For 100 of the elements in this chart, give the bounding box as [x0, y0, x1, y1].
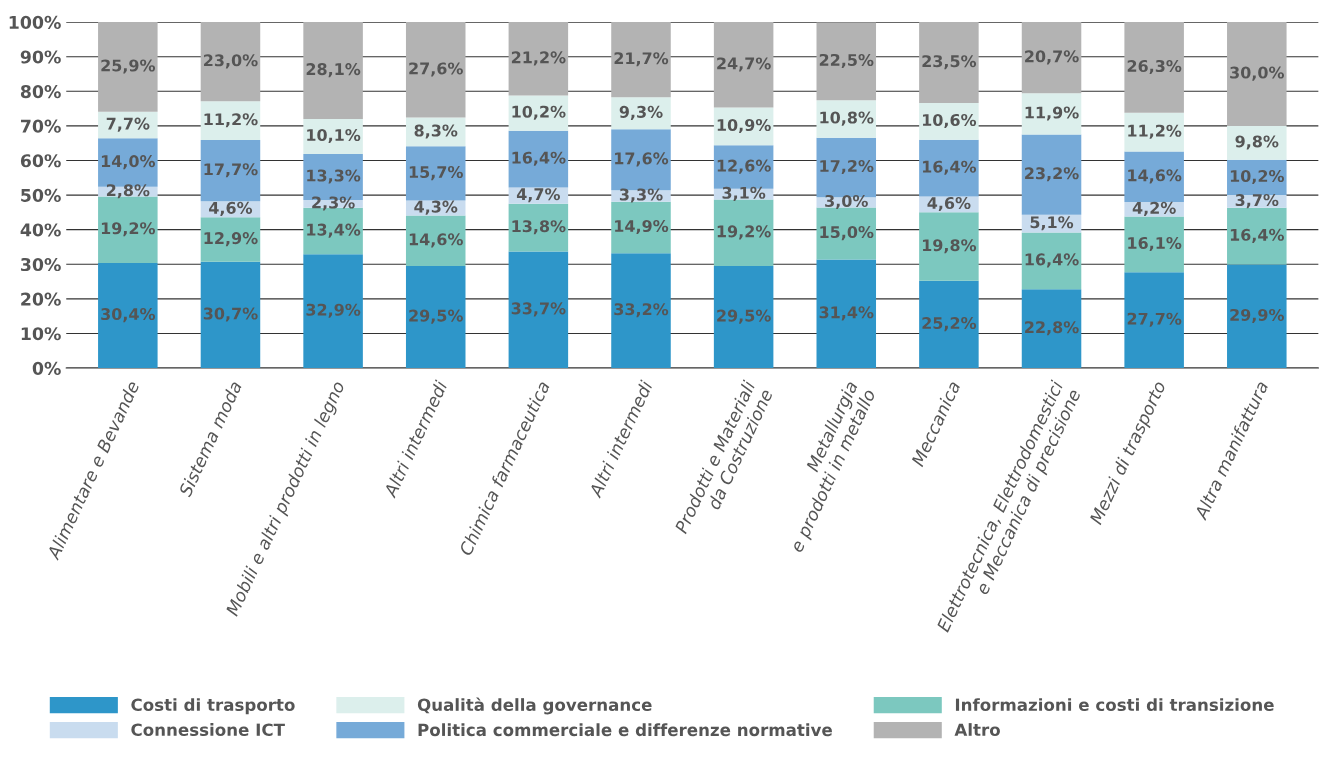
data-label: 19,2% — [717, 225, 771, 240]
bar — [405, 215, 466, 266]
data-label: 19,8% — [922, 239, 977, 254]
bar — [919, 212, 979, 281]
y-tick-label: 0% — [32, 361, 61, 375]
data-label: 27,6% — [409, 62, 463, 77]
data-label: 4,6% — [927, 196, 971, 212]
bar — [1021, 289, 1082, 369]
data-label: 14,0% — [101, 155, 156, 170]
data-label: 33,7% — [511, 302, 566, 317]
data-label: 14,6% — [409, 233, 463, 248]
bar — [303, 22, 363, 119]
data-label: 9,3% — [619, 105, 663, 120]
data-label: 23,5% — [922, 55, 977, 70]
data-label: 11,9% — [1025, 106, 1079, 121]
bar — [1124, 22, 1184, 113]
y-tick-label: 80% — [20, 85, 61, 99]
data-label: 27,7% — [1127, 312, 1182, 327]
bar — [1021, 232, 1082, 290]
legend-label: Qualità della governance — [417, 697, 652, 715]
bar — [405, 22, 466, 118]
data-label: 10,2% — [1230, 169, 1284, 185]
data-label: 29,5% — [717, 309, 771, 324]
data-label: 30,4% — [101, 308, 156, 323]
y-tick-label: 50% — [21, 188, 61, 202]
data-label: 28,1% — [306, 63, 361, 78]
legend-label: Politica commerciale e differenze normative — [418, 723, 832, 737]
bar — [816, 22, 877, 101]
data-label: 20,7% — [1025, 50, 1079, 65]
bar — [611, 201, 671, 254]
data-label: 3,3% — [619, 188, 663, 203]
legend-label: Connessione ICT — [131, 723, 285, 737]
data-label: 13,4% — [307, 223, 361, 238]
y-tick-label: 90% — [20, 50, 61, 64]
bar — [919, 22, 979, 104]
data-label: 9,8% — [1235, 135, 1279, 150]
bar — [1124, 216, 1184, 273]
bar — [405, 146, 466, 201]
y-tick-label: 100% — [9, 15, 61, 29]
data-label: 12,9% — [204, 232, 258, 247]
data-label: 11,2% — [1128, 124, 1182, 139]
bar — [200, 101, 261, 141]
legend-label: Informazioni e costi di transizione — [955, 698, 1274, 712]
bar — [1124, 272, 1184, 369]
bar — [508, 130, 569, 188]
bar — [611, 22, 671, 98]
legend-label: Altro — [954, 723, 1000, 737]
data-label: 10,9% — [717, 118, 771, 134]
data-label: 29,9% — [1230, 308, 1284, 323]
data-label: 17,7% — [204, 163, 258, 178]
data-label: 29,5% — [409, 309, 463, 324]
bar — [1124, 151, 1184, 202]
bar — [1021, 134, 1082, 215]
data-label: 25,2% — [922, 317, 977, 332]
data-label: 16,1% — [1128, 236, 1182, 252]
data-label: 4,3% — [414, 200, 458, 215]
data-label: 14,6% — [1128, 169, 1182, 184]
data-label: 10,1% — [307, 128, 361, 144]
y-tick-label: 10% — [21, 327, 61, 341]
bar — [405, 265, 466, 369]
data-label: 14,9% — [615, 219, 669, 235]
data-label: 10,6% — [922, 113, 977, 129]
data-label: 19,2% — [101, 222, 156, 237]
data-label: 15,0% — [820, 226, 874, 241]
bar — [1227, 264, 1287, 369]
bar — [200, 261, 261, 369]
bar — [303, 254, 363, 369]
data-label: 21,2% — [511, 51, 566, 66]
data-label: 4,7% — [516, 188, 560, 203]
data-label: 23,2% — [1025, 167, 1079, 182]
data-label: 24,7% — [717, 57, 771, 72]
data-label: 16,4% — [1230, 228, 1284, 243]
data-label: 4,6% — [209, 201, 253, 216]
bar — [98, 262, 158, 369]
bar — [98, 22, 158, 112]
bar — [1227, 22, 1287, 126]
y-tick-label: 60% — [20, 154, 61, 168]
bar — [611, 253, 671, 369]
data-label: 15,7% — [409, 166, 463, 181]
data-label: 4,2% — [1132, 201, 1176, 216]
data-label: 5,1% — [1030, 216, 1074, 231]
bar — [816, 259, 877, 369]
legend-label: Costi di trasporto — [131, 698, 295, 715]
data-label: 13,8% — [512, 220, 566, 235]
data-label: 12,6% — [717, 159, 771, 174]
data-label: 17,6% — [615, 152, 669, 167]
bar — [1021, 93, 1082, 135]
data-label: 31,4% — [819, 306, 874, 321]
y-tick-label: 70% — [20, 119, 61, 133]
y-tick-label: 30% — [20, 257, 61, 272]
bar — [508, 22, 569, 96]
data-label: 33,2% — [614, 303, 669, 318]
data-label: 10,2% — [512, 105, 566, 120]
data-label: 2,3% — [312, 196, 355, 211]
bar — [713, 22, 774, 108]
data-label: 22,5% — [819, 53, 874, 69]
data-label: 16,4% — [922, 160, 977, 175]
bar — [816, 207, 877, 260]
data-label: 16,4% — [1025, 253, 1079, 268]
bar — [919, 280, 979, 369]
